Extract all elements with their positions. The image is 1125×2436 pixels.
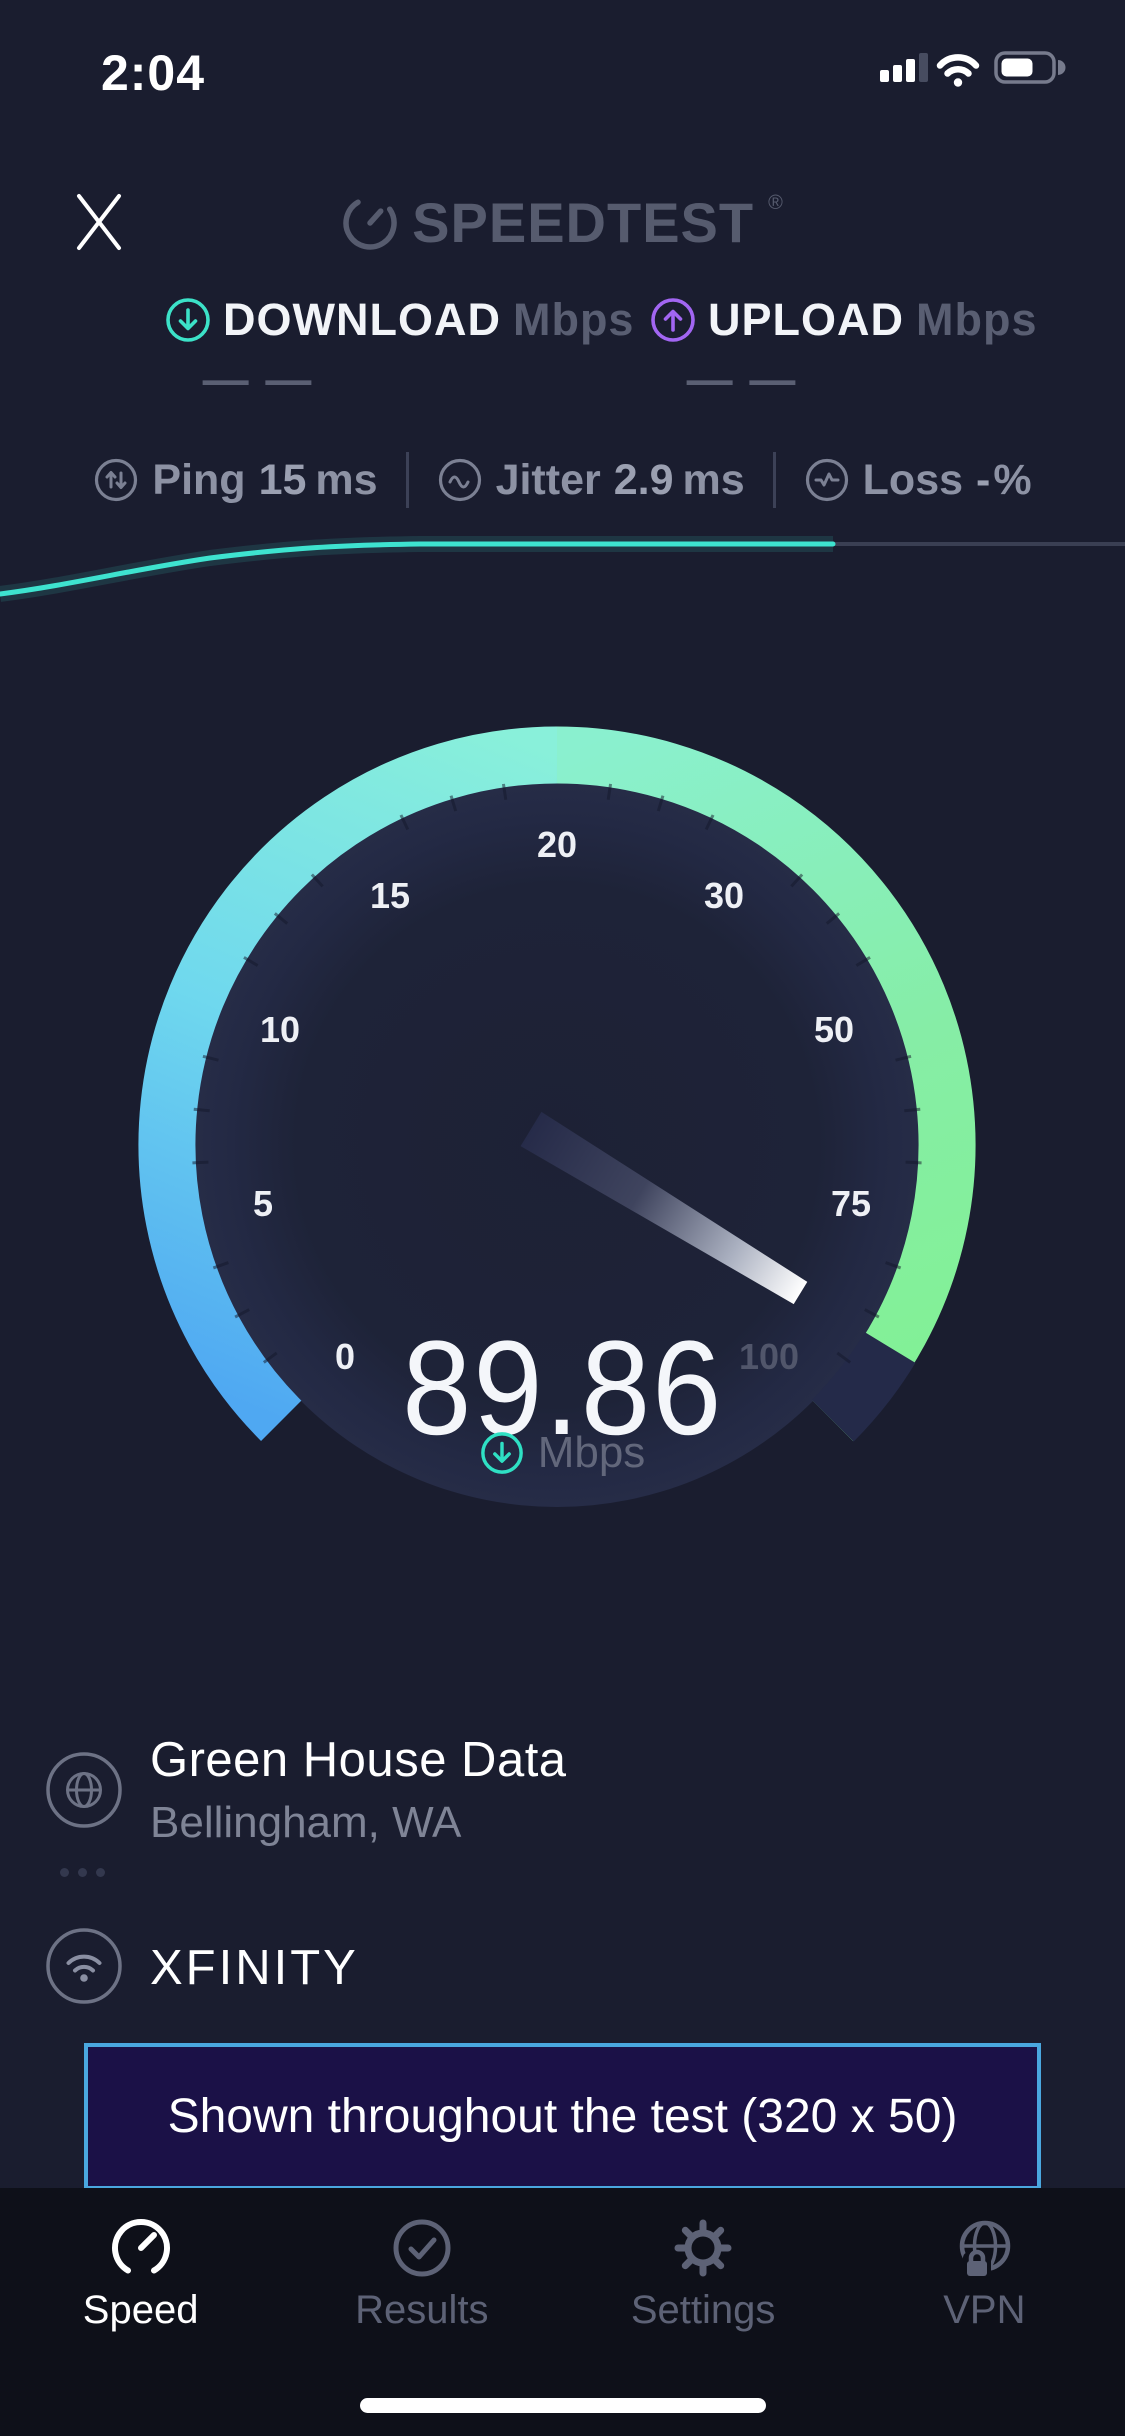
download-arrow-small-icon bbox=[480, 1432, 523, 1474]
wifi-icon bbox=[936, 54, 980, 87]
gauge-scale-75: 75 bbox=[830, 1183, 872, 1224]
jitter-value: 2.9 bbox=[613, 455, 674, 504]
upload-arrow-icon bbox=[651, 298, 695, 342]
jitter-icon bbox=[438, 458, 481, 502]
ping-metric: Ping 15 ms bbox=[93, 455, 378, 505]
ping-unit: ms bbox=[315, 455, 378, 504]
logo-wordmark: SPEEDTEST bbox=[412, 191, 755, 254]
status-time: 2:04 bbox=[100, 45, 206, 101]
gauge-scale-15: 15 bbox=[369, 875, 411, 916]
jitter-unit: ms bbox=[682, 455, 745, 504]
ping-label: Ping bbox=[152, 455, 246, 504]
gauge-minor-ticks bbox=[192, 783, 922, 1364]
ping-icon bbox=[95, 458, 138, 502]
current-speed-unit: Mbps bbox=[537, 1428, 646, 1477]
server-location: Bellingham, WA bbox=[150, 1798, 462, 1847]
logo-trademark: ® bbox=[768, 192, 783, 214]
tab-results-label: Results bbox=[355, 2288, 489, 2332]
ad-banner-text: Shown throughout the test (320 x 50) bbox=[167, 2090, 958, 2143]
gauge-scale-50: 50 bbox=[813, 1009, 855, 1050]
speed-gauge-icon bbox=[111, 2219, 170, 2274]
ad-banner[interactable]: Shown throughout the test (320 x 50) bbox=[84, 2043, 1041, 2190]
metric-divider bbox=[772, 452, 776, 508]
loss-unit: % bbox=[993, 455, 1032, 504]
cellular-signal-icon bbox=[880, 53, 928, 82]
ping-value: 15 bbox=[258, 455, 307, 504]
isp-name: XFINITY bbox=[150, 1941, 359, 1995]
server-globe-icon bbox=[46, 1752, 122, 1828]
tab-vpn-label: VPN bbox=[943, 2288, 1026, 2332]
tab-settings-label: Settings bbox=[630, 2288, 776, 2332]
jitter-label: Jitter bbox=[495, 455, 601, 504]
upload-header: UPLOAD Mbps bbox=[650, 294, 1038, 346]
jitter-metric: Jitter 2.9 ms bbox=[437, 456, 745, 505]
home-indicator[interactable] bbox=[360, 2398, 766, 2413]
tab-results[interactable]: Results bbox=[281, 2188, 562, 2436]
latency-metrics-row: Ping 15 ms Jitter 2.9 ms Loss - % bbox=[0, 452, 1125, 508]
speedtest-gauge-logo-icon bbox=[343, 198, 397, 250]
loss-icon bbox=[805, 458, 848, 502]
download-arrow-icon bbox=[166, 298, 210, 342]
app-logo: SPEEDTEST ® bbox=[0, 190, 1125, 255]
results-check-icon bbox=[393, 2219, 451, 2277]
tab-bar: Speed Results bbox=[0, 2188, 1125, 2436]
gauge-scale-100: 100 bbox=[738, 1336, 800, 1377]
gauge-scale-20: 20 bbox=[536, 824, 578, 865]
loss-metric: Loss - % bbox=[804, 456, 1032, 505]
gauge-scale-5: 5 bbox=[252, 1183, 274, 1224]
gauge-needle bbox=[520, 1111, 808, 1305]
loss-value: - bbox=[976, 455, 991, 504]
metric-divider bbox=[405, 452, 409, 508]
close-icon[interactable] bbox=[70, 186, 130, 258]
tab-settings[interactable]: Settings bbox=[563, 2188, 844, 2436]
gauge-scale-0: 0 bbox=[334, 1336, 356, 1377]
sparkline-glow bbox=[0, 536, 833, 602]
tab-vpn[interactable]: VPN bbox=[844, 2188, 1125, 2436]
download-header: DOWNLOAD Mbps bbox=[165, 294, 634, 346]
battery-icon bbox=[994, 51, 1066, 84]
sparkline-line bbox=[0, 541, 836, 597]
status-icons bbox=[880, 51, 1066, 87]
upload-value-placeholder: — — bbox=[686, 353, 798, 405]
tab-speed[interactable]: Speed bbox=[0, 2188, 281, 2436]
settings-gear-icon bbox=[674, 2219, 732, 2277]
gauge-scale-30: 30 bbox=[703, 875, 745, 916]
tab-speed-label: Speed bbox=[82, 2288, 199, 2332]
isp-wifi-icon bbox=[46, 1928, 122, 2004]
download-label: DOWNLOAD bbox=[223, 294, 501, 345]
change-server-dots[interactable] bbox=[60, 1868, 105, 1877]
current-speed-unit-row: Mbps bbox=[0, 1428, 1125, 1478]
loss-label: Loss bbox=[862, 455, 964, 504]
upload-label: UPLOAD bbox=[708, 294, 904, 345]
upload-unit: Mbps bbox=[916, 294, 1038, 345]
download-unit: Mbps bbox=[512, 294, 635, 345]
server-name: Green House Data bbox=[150, 1733, 567, 1787]
current-speed-value: 89.86 bbox=[401, 1314, 724, 1463]
vpn-globe-lock-icon bbox=[960, 2220, 1011, 2278]
gauge-scale-10: 10 bbox=[259, 1009, 301, 1050]
download-value-placeholder: — — bbox=[202, 353, 314, 405]
